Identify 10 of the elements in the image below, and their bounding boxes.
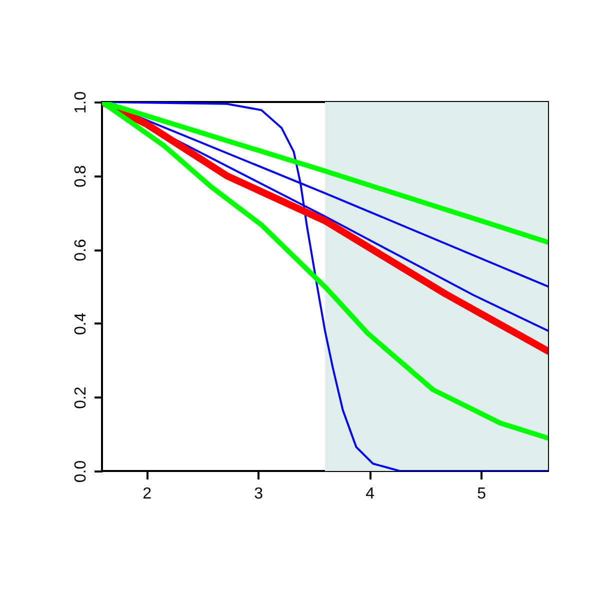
x-tick-label: 4 [366, 486, 375, 502]
x-tick-label: 2 [142, 486, 152, 502]
y-tick-label: 1.0 [72, 91, 90, 114]
y-tick-label: 0.2 [72, 386, 90, 409]
y-tick-label: 0.8 [72, 165, 90, 188]
y-tick-label: 0.0 [72, 460, 90, 483]
y-tick-label: 0.4 [72, 312, 90, 336]
x-tick-label: 3 [254, 486, 264, 502]
y-tick-label: 0.6 [72, 238, 90, 262]
x-tick-label: 5 [477, 486, 486, 502]
